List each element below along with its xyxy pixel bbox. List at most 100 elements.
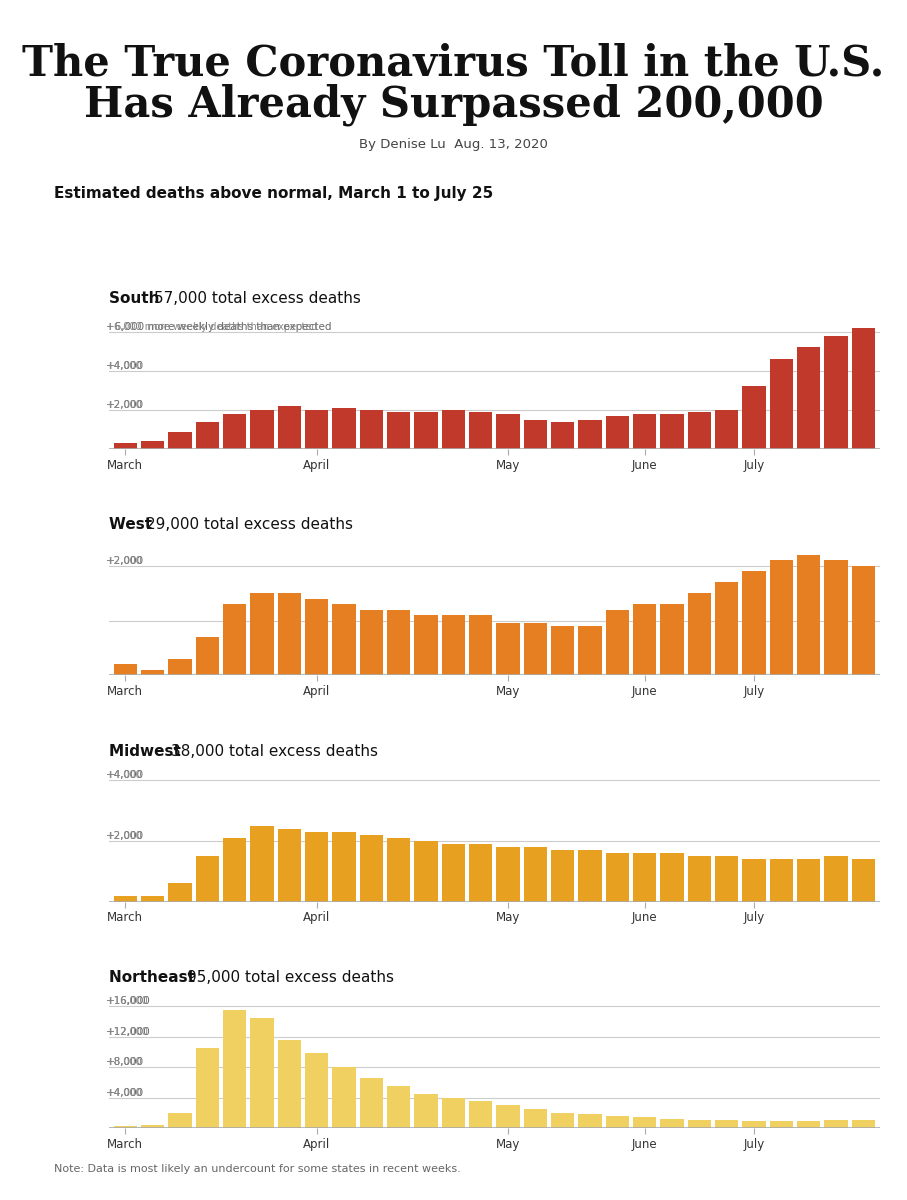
Bar: [606, 853, 629, 901]
Bar: [633, 853, 657, 901]
Bar: [305, 832, 328, 901]
Text: 57,000 total excess deaths: 57,000 total excess deaths: [154, 290, 361, 306]
Bar: [743, 859, 766, 901]
Bar: [797, 554, 820, 676]
Text: +12,000: +12,000: [106, 1026, 151, 1037]
Text: +6,000 more weekly deaths than expected: +6,000 more weekly deaths than expected: [106, 322, 332, 331]
Bar: [469, 616, 493, 676]
Bar: [223, 838, 246, 901]
Bar: [442, 410, 465, 449]
Bar: [852, 859, 875, 901]
Bar: [715, 410, 738, 449]
Bar: [250, 410, 274, 449]
Bar: [169, 1112, 191, 1128]
Bar: [551, 1112, 574, 1128]
Bar: [360, 410, 383, 449]
Bar: [523, 420, 547, 449]
Bar: [496, 847, 520, 901]
Text: South: South: [109, 290, 164, 306]
Bar: [824, 560, 848, 676]
Text: Northeast: Northeast: [109, 970, 200, 985]
Bar: [169, 883, 191, 901]
Text: +6,000 more weekly deaths than expected: +6,000 more weekly deaths than expected: [106, 322, 317, 331]
Text: +4,000: +4,000: [106, 361, 144, 371]
Bar: [141, 1124, 164, 1128]
Bar: [360, 1079, 383, 1128]
Bar: [688, 1120, 711, 1128]
Bar: [852, 1121, 875, 1128]
Bar: [169, 659, 191, 676]
Text: +2,000: +2,000: [106, 830, 144, 841]
Bar: [223, 414, 246, 449]
Bar: [196, 856, 219, 901]
Bar: [387, 1086, 410, 1128]
Bar: [715, 582, 738, 676]
Bar: [414, 412, 437, 449]
Text: Estimated deaths above normal, March 1 to July 25: Estimated deaths above normal, March 1 t…: [54, 186, 493, 200]
Bar: [660, 1118, 684, 1128]
Bar: [469, 1102, 493, 1128]
Bar: [824, 856, 848, 901]
Bar: [442, 844, 465, 901]
Text: +16,000: +16,000: [106, 996, 148, 1006]
Bar: [660, 853, 684, 901]
Bar: [715, 856, 738, 901]
Bar: [332, 408, 356, 449]
Bar: [579, 1115, 601, 1128]
Bar: [469, 844, 493, 901]
Bar: [141, 442, 164, 449]
Bar: [743, 1121, 766, 1128]
Bar: [551, 850, 574, 901]
Text: +2,000: +2,000: [106, 400, 144, 410]
Bar: [360, 835, 383, 901]
Text: +12,000: +12,000: [106, 1026, 148, 1037]
Bar: [606, 1116, 629, 1128]
Bar: [469, 412, 493, 449]
Text: +8,000: +8,000: [106, 1057, 144, 1067]
Bar: [660, 414, 684, 449]
Bar: [305, 1054, 328, 1128]
Bar: [551, 421, 574, 449]
Text: +4,000: +4,000: [106, 1087, 144, 1098]
Bar: [579, 626, 601, 676]
Bar: [278, 828, 301, 901]
Text: 95,000 total excess deaths: 95,000 total excess deaths: [187, 970, 394, 985]
Text: Midwest: Midwest: [109, 744, 186, 758]
Bar: [113, 895, 137, 901]
Bar: [196, 1048, 219, 1128]
Bar: [196, 637, 219, 676]
Bar: [852, 328, 875, 449]
Text: +16,000: +16,000: [106, 996, 151, 1006]
Bar: [797, 347, 820, 449]
Text: +4,000: +4,000: [106, 361, 141, 371]
Bar: [496, 623, 520, 676]
Bar: [305, 410, 328, 449]
Bar: [223, 604, 246, 676]
Bar: [606, 610, 629, 676]
Bar: [523, 847, 547, 901]
Bar: [278, 406, 301, 449]
Bar: [360, 610, 383, 676]
Bar: [250, 826, 274, 901]
Bar: [633, 414, 657, 449]
Bar: [332, 1067, 356, 1128]
Bar: [770, 359, 793, 449]
Bar: [196, 421, 219, 449]
Bar: [633, 604, 657, 676]
Bar: [278, 593, 301, 676]
Bar: [770, 859, 793, 901]
Bar: [387, 412, 410, 449]
Bar: [523, 1109, 547, 1128]
Text: +4,000: +4,000: [106, 1087, 141, 1098]
Bar: [414, 841, 437, 901]
Bar: [743, 571, 766, 676]
Text: By Denise Lu  Aug. 13, 2020: By Denise Lu Aug. 13, 2020: [359, 138, 548, 151]
Text: +4,000: +4,000: [106, 770, 144, 780]
Text: +2,000: +2,000: [106, 556, 144, 565]
Bar: [113, 665, 137, 676]
Bar: [688, 593, 711, 676]
Bar: [278, 1040, 301, 1128]
Text: +2,000: +2,000: [106, 830, 141, 841]
Bar: [442, 616, 465, 676]
Text: +4,000: +4,000: [106, 770, 141, 780]
